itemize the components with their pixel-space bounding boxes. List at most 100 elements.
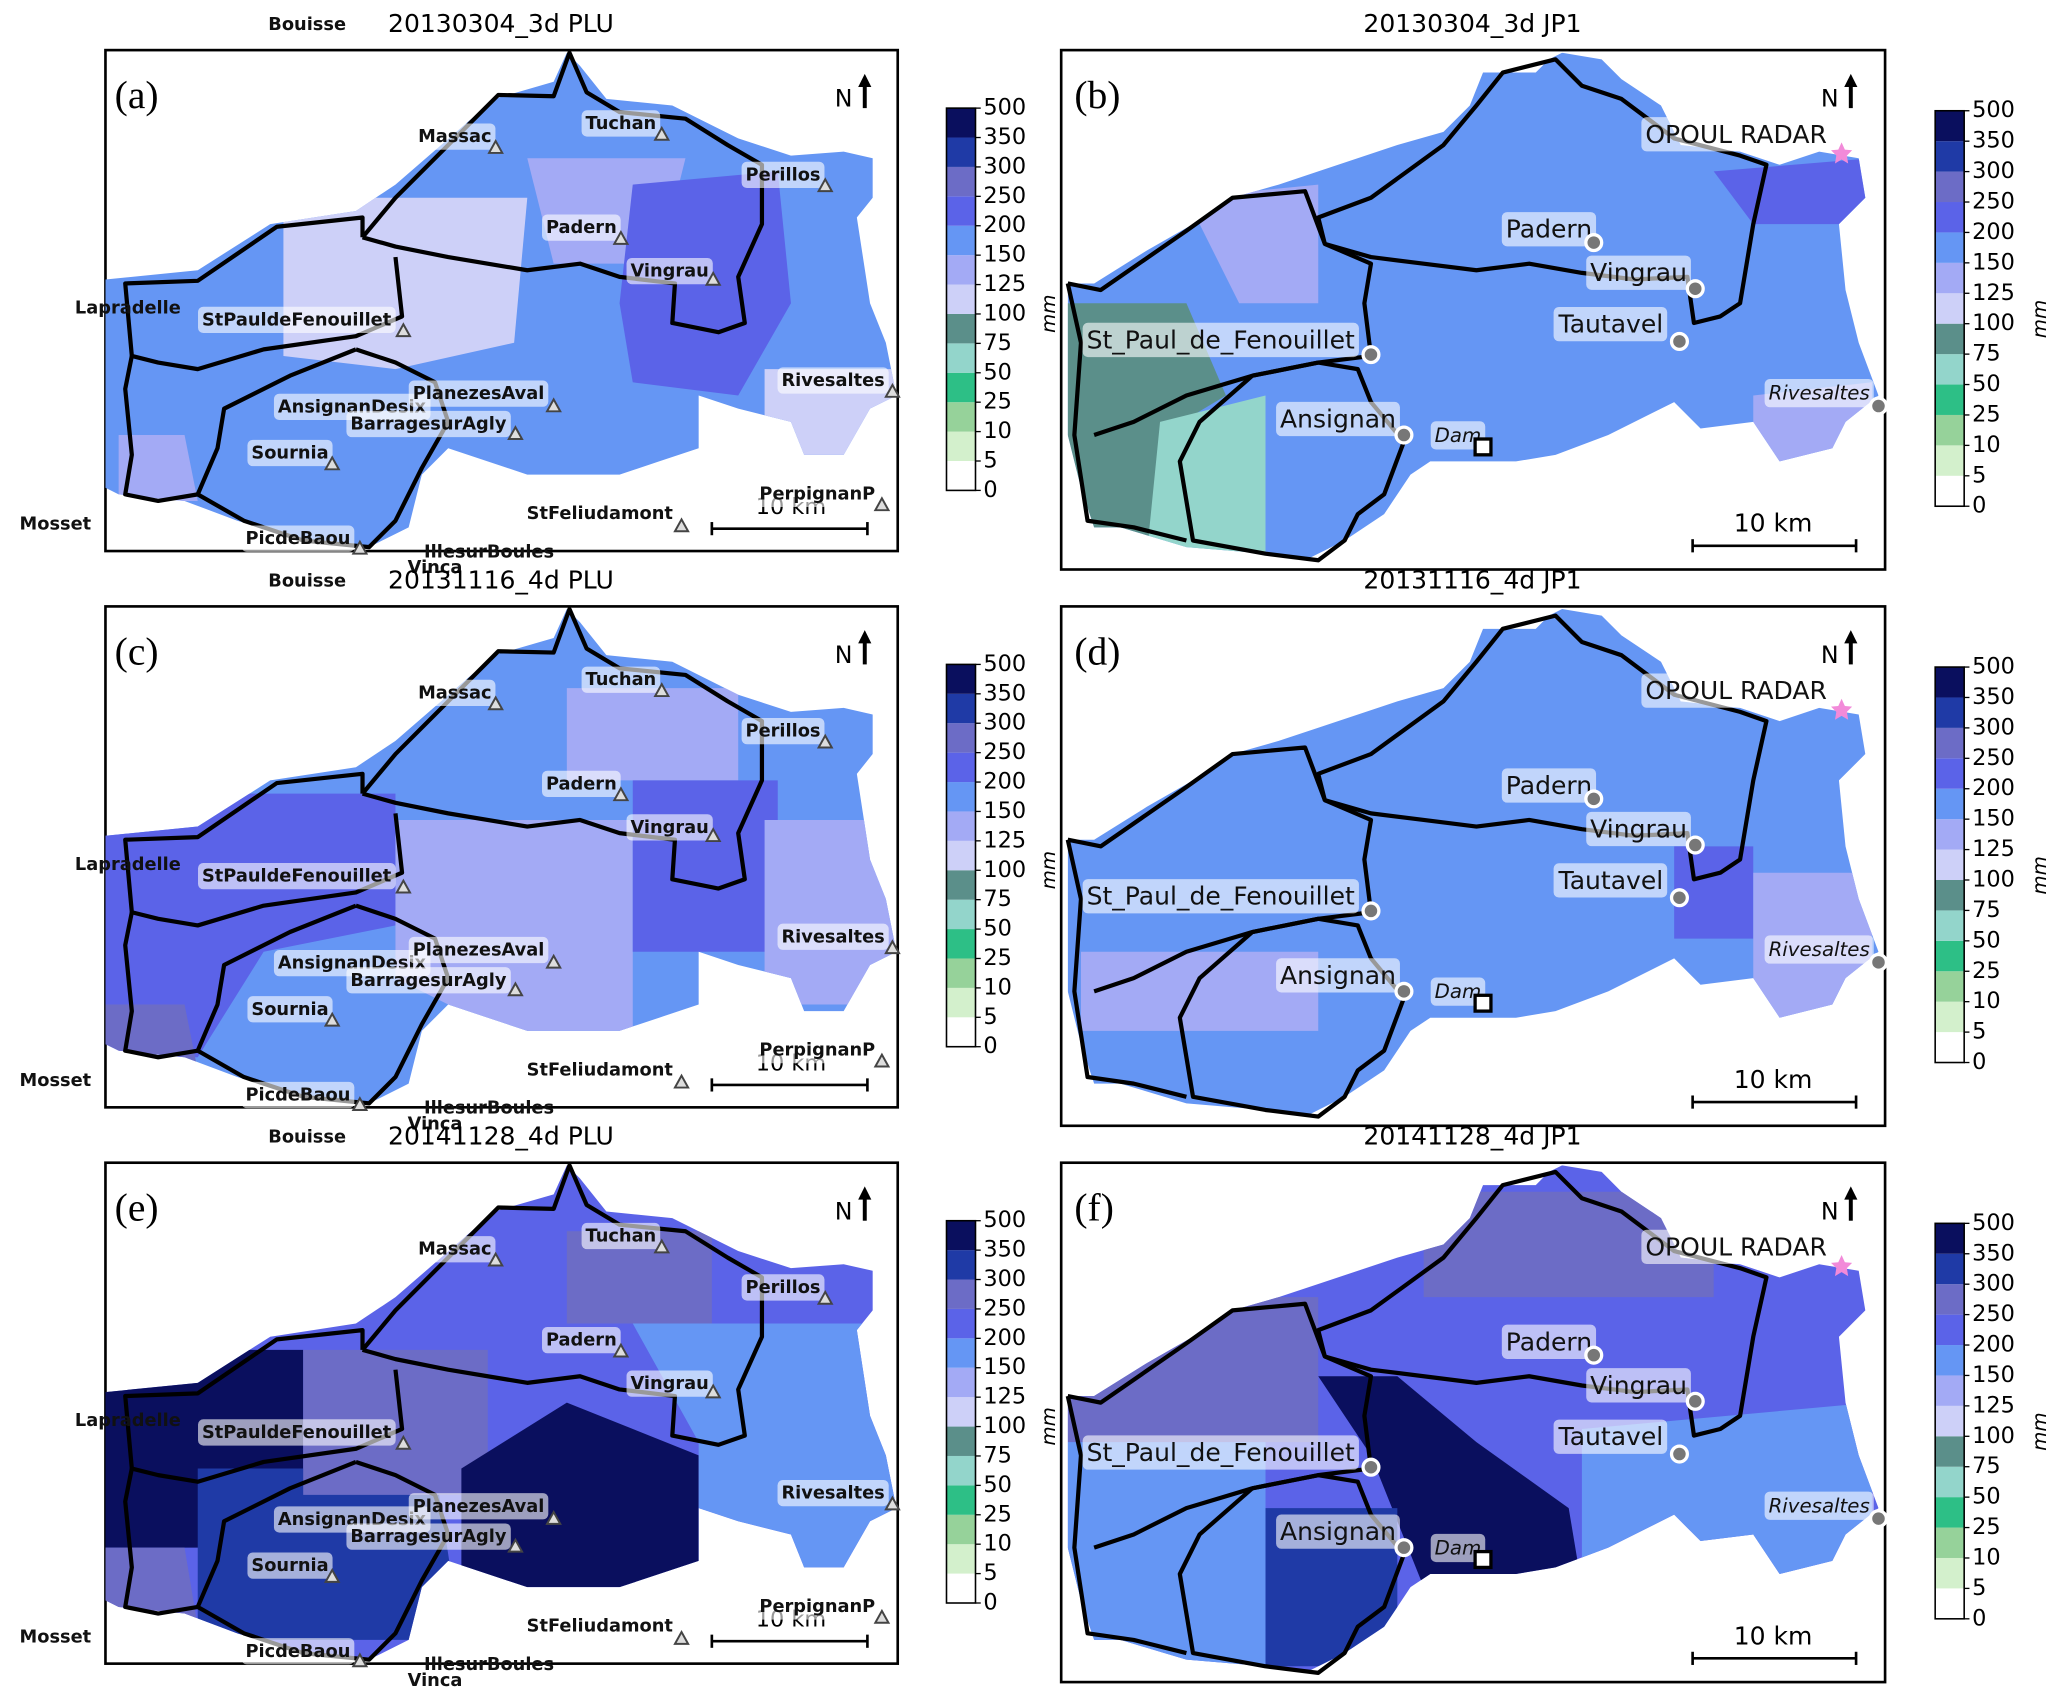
station-label: BarragesurAgly	[350, 970, 506, 991]
rain-zone	[1713, 158, 1872, 225]
station-label: StPauldeFenouillet	[202, 866, 392, 887]
station-label: Tuchan	[586, 113, 657, 134]
watershed-boundary	[360, 606, 765, 891]
label-box	[626, 1370, 713, 1397]
colorbar-band	[946, 108, 976, 138]
colorbar-tick-label: 100	[983, 857, 1026, 883]
colorbar-tick-label: 75	[983, 886, 1012, 912]
rain-zone	[1318, 1376, 1582, 1588]
colorbar-tick-label: 150	[983, 1354, 1026, 1380]
panel-letter: (b)	[1074, 73, 1120, 117]
colorbar-tick-label: 50	[983, 1472, 1012, 1498]
colorbar-band	[1935, 445, 1965, 476]
colorbar-tick-label: 75	[983, 1442, 1012, 1468]
gauge-marker	[1394, 425, 1414, 445]
north-arrow-head	[1844, 1186, 1858, 1200]
colorbar-frame	[1934, 666, 1965, 1064]
watershed-boundary	[1177, 916, 1407, 1119]
panel-title: 20130304_3d JP1	[1363, 9, 1581, 38]
colorbar-band	[946, 460, 976, 491]
label-box	[408, 1493, 549, 1520]
station-label: Padern	[546, 1330, 617, 1351]
station-label: Massac	[418, 126, 491, 147]
colorbar-tick-label: 500	[983, 1207, 1026, 1233]
radar-marker	[1831, 1254, 1853, 1277]
station-label: Vingrau	[630, 261, 708, 282]
station-label: Bouisse	[268, 570, 346, 591]
station-label: Perillos	[746, 164, 821, 185]
station-marker	[545, 953, 562, 969]
label-box	[1430, 421, 1486, 450]
colorbar-band	[946, 1544, 976, 1574]
colorbar-band	[1935, 1223, 1965, 1254]
station-marker	[323, 1011, 341, 1027]
colorbar-tick-label: 50	[1972, 927, 2001, 953]
station-label: Vingrau	[630, 1373, 708, 1394]
north-arrow-head	[1844, 630, 1858, 644]
colorbar-band	[946, 958, 976, 988]
scale-label: 10 km	[1734, 1621, 1813, 1650]
colorbar-band	[946, 166, 976, 197]
label-box	[414, 1236, 496, 1263]
station-label: PicdeBaou	[245, 1084, 350, 1105]
station-label: Perillos	[746, 721, 821, 742]
panel-letter: (a)	[115, 73, 159, 117]
station-label: IllesurBoules	[424, 1654, 554, 1675]
station-label: Sournia	[251, 442, 328, 463]
label-box	[1082, 322, 1359, 358]
station-marker	[395, 878, 412, 894]
colorbar-tick-label: 125	[1972, 1392, 2015, 1418]
station-marker	[653, 125, 671, 141]
colorbar-band	[946, 1308, 976, 1339]
label-box	[755, 1593, 880, 1620]
gauge-marker	[1361, 345, 1381, 365]
label-box	[1501, 212, 1597, 247]
colorbar-band	[1935, 475, 1965, 507]
label-box	[741, 161, 825, 188]
station-label: Vinca	[408, 1670, 463, 1691]
station-label: Vingrau	[1590, 1371, 1687, 1400]
colorbar-tick-label: 350	[1972, 1240, 2015, 1266]
station-marker	[507, 425, 524, 440]
station-label: IllesurBoules	[424, 541, 554, 562]
colorbar-tick-label: 5	[1972, 1019, 1986, 1045]
colorbar-tick-label: 125	[983, 271, 1026, 297]
colorbar-tick-label: 250	[983, 1295, 1026, 1321]
colorbar-band	[946, 372, 976, 403]
station-label: PicdeBaou	[245, 1641, 350, 1662]
watershed-boundary	[123, 911, 199, 1060]
colorbar-tick-label: 5	[983, 447, 997, 473]
station-label: Padern	[1506, 215, 1592, 244]
station-marker	[487, 1251, 504, 1267]
station-label: OPOUL RADAR	[1645, 120, 1827, 149]
colorbar-band	[1935, 323, 1965, 355]
colorbar-unit: mm	[1037, 295, 1060, 334]
label-box	[1276, 401, 1400, 437]
rain-zone	[764, 819, 897, 1005]
rain-zone	[632, 780, 778, 952]
colorbar-tick-label: 5	[1972, 462, 1986, 488]
colorbar-band	[946, 811, 976, 841]
station-label: Vingrau	[630, 817, 708, 838]
colorbar-band	[1935, 110, 1965, 142]
watershed-boundary	[1316, 1169, 1769, 1438]
station-marker	[323, 1568, 341, 1583]
colorbar-band	[946, 1426, 976, 1456]
station-marker	[545, 397, 562, 413]
colorbar-band	[946, 693, 976, 724]
station-label: Vingrau	[1590, 258, 1687, 287]
colorbar-frame	[1934, 1222, 1965, 1620]
colorbar-tick-label: 350	[1972, 128, 2015, 154]
station-label: Tuchan	[586, 1226, 657, 1247]
colorbar-band	[1935, 141, 1965, 172]
watershed-boundary	[1177, 1473, 1407, 1675]
gauge-marker	[1685, 835, 1705, 855]
label-box	[777, 1479, 889, 1507]
colorbar-tick-label: 25	[983, 1501, 1012, 1527]
colorbar-tick-label: 150	[983, 242, 1026, 268]
colorbar-band	[1935, 171, 1965, 203]
label-box	[1553, 1419, 1668, 1454]
label-box	[541, 770, 621, 798]
label-box	[581, 110, 661, 137]
colorbar-tick-label: 25	[983, 945, 1012, 971]
